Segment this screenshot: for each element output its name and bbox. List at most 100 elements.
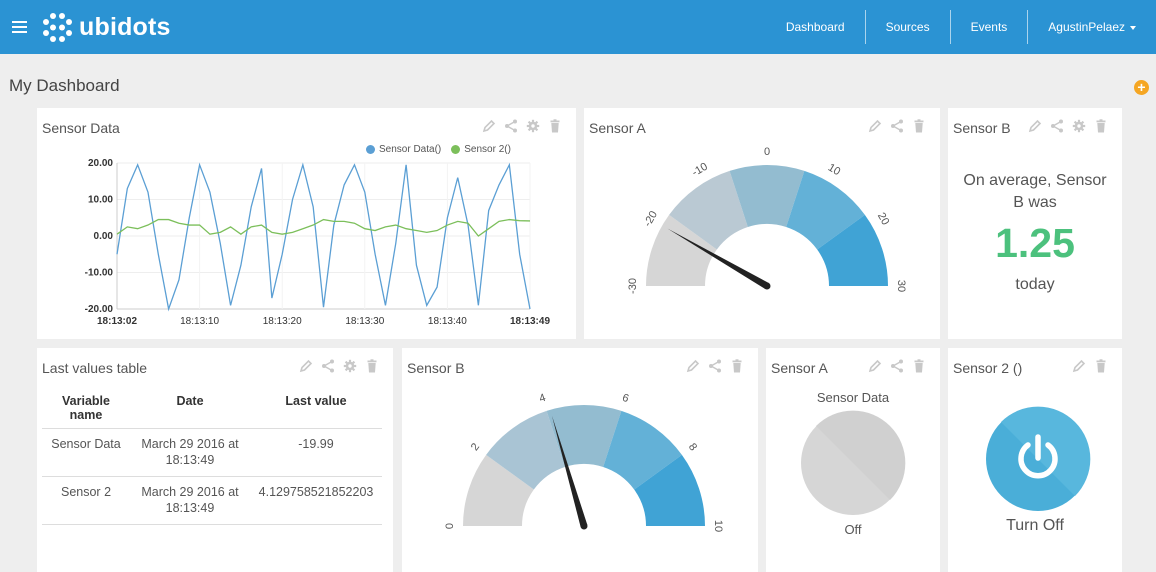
widget-sensor-2-switch: Sensor 2 () Turn Off: [948, 348, 1122, 572]
nav-events[interactable]: Events: [949, 10, 1028, 44]
sensor-a-gauge: -30 -20 -10 0 10 20 30: [627, 146, 907, 294]
indicator-light: [801, 410, 906, 515]
widget-sensor-data-chart: Sensor Data Sensor Data() Sensor 2() 20.…: [37, 108, 576, 339]
share-icon[interactable]: [504, 119, 518, 133]
gauge-tick-label: 8: [686, 441, 699, 453]
ubidots-logo[interactable]: ubidots: [42, 12, 171, 42]
column-header[interactable]: Date: [130, 388, 250, 429]
legend-swatch-sensor-2: [451, 145, 461, 154]
table-header-row: Variable name Date Last value: [42, 388, 382, 429]
gauge-needle: [667, 228, 769, 290]
widget-title: Sensor B: [407, 360, 465, 376]
top-navbar: ubidots Dashboard Sources Events Agustin…: [0, 0, 1156, 54]
table-cell: March 29 2016 at 18:13:49: [130, 428, 250, 477]
table-cell: March 29 2016 at 18:13:49: [130, 476, 250, 525]
y-tick-label: -20.00: [85, 304, 114, 315]
gauge-tick-label: 6: [621, 392, 631, 405]
y-tick-label: 0.00: [94, 231, 114, 242]
widget-sensor-b-stat: Sensor B On average, Sensor B was 1.25 t…: [948, 108, 1122, 339]
series-line-sensor-2: [116, 218, 531, 237]
legend-label-sensor-2: Sensor 2(): [464, 144, 511, 155]
edit-icon[interactable]: [868, 119, 882, 133]
edit-icon[interactable]: [686, 359, 700, 373]
edit-icon[interactable]: [1028, 119, 1042, 133]
gear-icon[interactable]: [343, 359, 357, 373]
table-cell: Sensor Data: [42, 428, 130, 477]
edit-icon[interactable]: [482, 119, 496, 133]
stat-description: On average, Sensor B was: [963, 172, 1107, 211]
table-row: Sensor 2 March 29 2016 at 18:13:49 4.129…: [42, 476, 382, 525]
x-tick-label: 18:13:10: [180, 316, 219, 327]
gauge-tick-label: 10: [712, 520, 724, 532]
x-tick-label: 18:13:49: [510, 316, 550, 327]
gauge-band: [669, 170, 748, 250]
widget-tools: [868, 119, 926, 133]
add-widget-button[interactable]: +: [1134, 80, 1149, 95]
trash-icon[interactable]: [912, 359, 926, 373]
table-cell: -19.99: [250, 428, 382, 477]
gauge-needle: [551, 415, 588, 527]
trash-icon[interactable]: [1094, 359, 1108, 373]
y-tick-label: 20.00: [88, 158, 113, 169]
x-tick-label: 18:13:20: [263, 316, 302, 327]
gauge-band: [546, 405, 622, 468]
nav-sources[interactable]: Sources: [864, 10, 950, 44]
gauge-tick-label: 4: [538, 392, 548, 405]
gauge-tick-label: 0: [764, 146, 770, 158]
trash-icon[interactable]: [1094, 119, 1108, 133]
sensor-b-gauge: 0 2 4 6 8 10: [444, 392, 724, 532]
stat-period: today: [1015, 276, 1055, 293]
gauge-band: [646, 214, 717, 286]
legend-swatch-sensor-data: [366, 145, 375, 154]
trash-icon[interactable]: [548, 119, 562, 133]
table-row: Sensor Data March 29 2016 at 18:13:49 -1…: [42, 428, 382, 477]
gear-icon[interactable]: [526, 119, 540, 133]
indicator-state: Off: [844, 522, 862, 537]
widget-title: Sensor B: [953, 120, 1011, 136]
widget-tools: [299, 359, 379, 373]
y-tick-label: 10.00: [88, 195, 113, 206]
nav-dashboard[interactable]: Dashboard: [785, 20, 845, 34]
share-icon[interactable]: [321, 359, 335, 373]
widget-tools: [686, 359, 744, 373]
widget-tools: [482, 119, 562, 133]
edit-icon[interactable]: [299, 359, 313, 373]
column-header[interactable]: Variable name: [42, 388, 130, 429]
trash-icon[interactable]: [365, 359, 379, 373]
gauge-tick-label: 2: [469, 441, 482, 453]
x-tick-label: 18:13:30: [345, 316, 384, 327]
widget-tools: [868, 359, 926, 373]
series-line-sensor-data: [116, 162, 531, 312]
share-icon[interactable]: [1050, 119, 1064, 133]
widget-sensor-b-gauge: Sensor B 0 2 4 6 8 10: [402, 348, 758, 572]
gauge-band: [486, 410, 565, 490]
column-header[interactable]: Last value: [250, 388, 382, 429]
power-icon: [1018, 434, 1058, 479]
chart-legend: Sensor Data() Sensor 2(): [366, 144, 511, 155]
gauge-tick-label: 10: [826, 162, 843, 179]
share-icon[interactable]: [890, 359, 904, 373]
nav-user-menu[interactable]: AgustinPelaez: [1027, 10, 1156, 44]
gear-icon[interactable]: [1072, 119, 1086, 133]
widget-title: Sensor Data: [42, 120, 120, 136]
widget-title: Last values table: [42, 360, 148, 376]
logo-text: ubidots: [79, 12, 171, 41]
gauge-band: [634, 454, 705, 526]
power-toggle-button[interactable]: [985, 406, 1091, 512]
trash-icon[interactable]: [730, 359, 744, 373]
edit-icon[interactable]: [1072, 359, 1086, 373]
switch-state-label: Turn Off: [1006, 517, 1064, 534]
caret-down-icon: [1130, 25, 1136, 30]
table-cell: Sensor 2: [42, 476, 130, 525]
edit-icon[interactable]: [868, 359, 882, 373]
menu-icon[interactable]: [12, 21, 27, 33]
widget-title: Sensor A: [589, 120, 646, 136]
gauge-tick-label: -30: [627, 278, 639, 294]
gauge-tick-label: 20: [875, 211, 892, 228]
legend-label-sensor-data: Sensor Data(): [379, 144, 442, 155]
share-icon[interactable]: [708, 359, 722, 373]
share-icon[interactable]: [890, 119, 904, 133]
table-cell: 4.129758521852203: [250, 476, 382, 525]
trash-icon[interactable]: [912, 119, 926, 133]
